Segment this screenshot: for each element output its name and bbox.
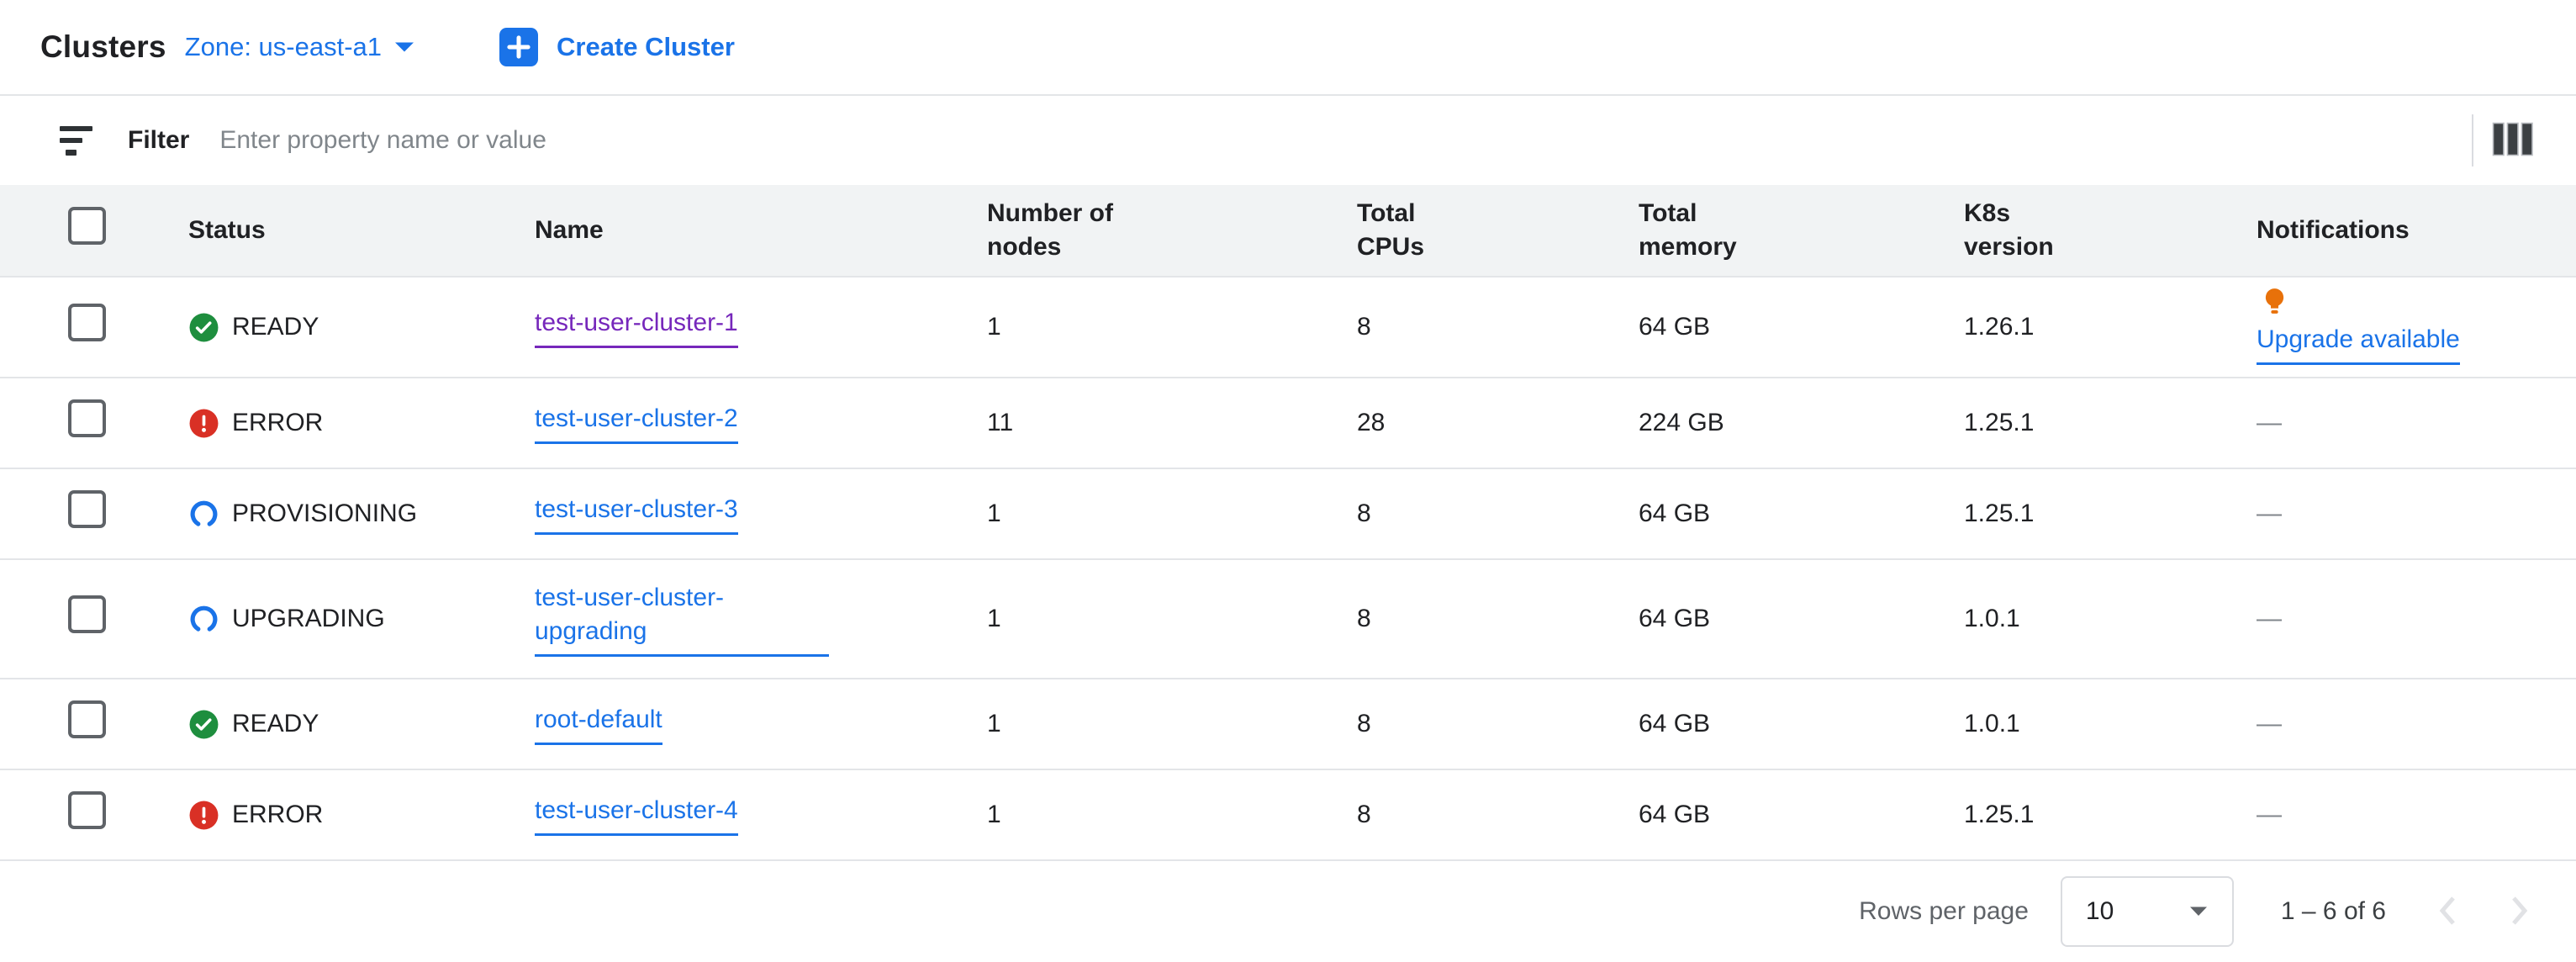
column-header-name: Name <box>515 185 967 278</box>
version-cell: 1.0.1 <box>1944 559 2236 679</box>
previous-page-button[interactable] <box>2436 895 2458 929</box>
memory-cell: 64 GB <box>1618 559 1944 679</box>
status-progress-icon <box>190 605 218 632</box>
table-row: UPGRADING test-user-cluster-upgrading 1 … <box>0 559 2576 679</box>
cluster-name-link[interactable]: test-user-cluster-1 <box>535 306 738 348</box>
chevron-down-icon <box>395 42 414 51</box>
chevron-right-icon <box>2512 896 2528 925</box>
status-ready-icon <box>189 313 219 341</box>
status-label: UPGRADING <box>232 605 385 632</box>
cpus-cell: 8 <box>1337 679 1618 770</box>
upgrade-available-link[interactable]: Upgrade available <box>2257 323 2460 365</box>
table-header-row: Status Name Number of nodes Total CPUs T… <box>0 185 2576 278</box>
column-header-nodes: Number of nodes <box>967 185 1337 278</box>
create-cluster-label: Create Cluster <box>557 32 735 61</box>
create-cluster-button[interactable]: Create Cluster <box>499 28 735 66</box>
version-cell: 1.25.1 <box>1944 378 2236 469</box>
rows-per-page-label: Rows per page <box>1859 897 2029 925</box>
status-label: READY <box>232 710 319 737</box>
nodes-cell: 1 <box>967 679 1337 770</box>
nodes-cell: 1 <box>967 769 1337 861</box>
table-row: READY test-user-cluster-1 1 8 64 GB 1.26… <box>0 277 2576 378</box>
status-error-icon <box>189 801 219 829</box>
status-ready-icon <box>189 710 219 738</box>
chevron-left-icon <box>2439 896 2455 925</box>
table-row: READY root-default 1 8 64 GB 1.0.1 — <box>0 679 2576 770</box>
nodes-cell: 11 <box>967 378 1337 469</box>
notification-empty: — <box>2257 605 2282 632</box>
row-checkbox[interactable] <box>68 399 106 437</box>
next-page-button[interactable] <box>2509 895 2531 929</box>
plus-icon <box>499 28 539 66</box>
nodes-cell: 1 <box>967 559 1337 679</box>
select-all-checkbox[interactable] <box>68 207 106 245</box>
zone-label: Zone: us-east-a1 <box>184 32 383 61</box>
row-checkbox[interactable] <box>68 304 106 341</box>
memory-cell: 224 GB <box>1618 378 1944 469</box>
cpus-cell: 8 <box>1337 559 1618 679</box>
lightbulb-icon <box>2265 288 2284 314</box>
cpus-cell: 8 <box>1337 468 1618 560</box>
row-checkbox[interactable] <box>68 490 106 528</box>
filter-label: Filter <box>128 126 190 154</box>
memory-cell: 64 GB <box>1618 769 1944 861</box>
cluster-name-link[interactable]: test-user-cluster-upgrading <box>535 581 829 657</box>
status-progress-icon <box>190 500 218 526</box>
table-row: ERROR test-user-cluster-2 11 28 224 GB 1… <box>0 378 2576 469</box>
notification-empty: — <box>2257 801 2282 828</box>
nodes-cell: 1 <box>967 468 1337 560</box>
row-checkbox[interactable] <box>68 700 106 738</box>
version-cell: 1.25.1 <box>1944 468 2236 560</box>
cluster-name-link[interactable]: test-user-cluster-2 <box>535 402 738 444</box>
status-label: READY <box>232 313 319 341</box>
version-cell: 1.25.1 <box>1944 769 2236 861</box>
memory-cell: 64 GB <box>1618 468 1944 560</box>
cpus-cell: 8 <box>1337 277 1618 378</box>
status-error-icon <box>189 409 219 437</box>
filter-icon <box>60 126 92 156</box>
memory-cell: 64 GB <box>1618 679 1944 770</box>
select-caret-icon <box>2189 906 2207 916</box>
memory-cell: 64 GB <box>1618 277 1944 378</box>
status-label: PROVISIONING <box>232 500 418 527</box>
notification-empty: — <box>2257 500 2282 527</box>
filter-input[interactable] <box>218 125 2472 156</box>
filter-bar-divider <box>2472 114 2473 166</box>
row-checkbox[interactable] <box>68 791 106 829</box>
clusters-table: Status Name Number of nodes Total CPUs T… <box>0 185 2576 861</box>
notification-empty: — <box>2257 710 2282 737</box>
page-range-label: 1 – 6 of 6 <box>2280 897 2386 925</box>
version-cell: 1.26.1 <box>1944 277 2236 378</box>
cpus-cell: 8 <box>1337 769 1618 861</box>
filter-bar: Filter <box>0 96 2576 185</box>
nodes-cell: 1 <box>967 277 1337 378</box>
pagination-bar: Rows per page 10 1 – 6 of 6 <box>0 861 2576 962</box>
version-cell: 1.0.1 <box>1944 679 2236 770</box>
column-header-status: Status <box>168 185 515 278</box>
column-header-version: K8s version <box>1944 185 2236 278</box>
cluster-name-link[interactable]: root-default <box>535 703 662 745</box>
titlebar: Clusters Zone: us-east-a1 Create Cluster <box>0 0 2576 96</box>
status-label: ERROR <box>232 409 324 436</box>
column-display-button[interactable] <box>2489 122 2537 160</box>
page-size-select[interactable]: 10 <box>2060 876 2234 947</box>
zone-selector[interactable]: Zone: us-east-a1 <box>185 32 415 62</box>
column-header-cpus: Total CPUs <box>1337 185 1618 278</box>
row-checkbox[interactable] <box>68 595 106 633</box>
notification-empty: — <box>2257 409 2282 436</box>
page-title: Clusters <box>40 29 166 64</box>
column-header-notifications: Notifications <box>2236 185 2576 278</box>
cluster-name-link[interactable]: test-user-cluster-4 <box>535 794 738 836</box>
status-label: ERROR <box>232 801 324 828</box>
table-row: PROVISIONING test-user-cluster-3 1 8 64 … <box>0 468 2576 560</box>
cpus-cell: 28 <box>1337 378 1618 469</box>
page-size-value: 10 <box>2085 897 2114 925</box>
cluster-name-link[interactable]: test-user-cluster-3 <box>535 493 738 535</box>
table-row: ERROR test-user-cluster-4 1 8 64 GB 1.25… <box>0 769 2576 861</box>
column-display-icon <box>2492 122 2533 156</box>
column-header-memory: Total memory <box>1618 185 1944 278</box>
